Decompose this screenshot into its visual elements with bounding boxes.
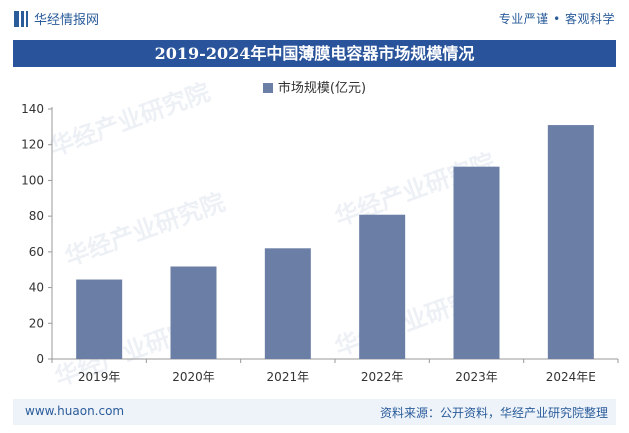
y-tick-label: 0 <box>36 352 44 366</box>
x-tick-label: 2021年 <box>267 370 310 384</box>
logo-text: 华经情报网 <box>34 13 100 28</box>
y-tick-label: 120 <box>21 138 44 152</box>
y-tick-label: 60 <box>29 245 44 259</box>
website-link[interactable]: www.huaon.com <box>25 404 125 418</box>
x-tick-label: 2024年E <box>546 370 596 384</box>
x-tick-label: 2020年 <box>172 370 215 384</box>
legend: 市场规模(亿元) <box>0 77 629 96</box>
y-tick-label: 40 <box>29 281 44 295</box>
bar <box>170 266 217 359</box>
y-tick-label: 20 <box>29 316 44 330</box>
bar <box>547 125 594 359</box>
tagline: 专业严谨 • 客观科学 <box>498 12 615 26</box>
chart-title: 2019-2024年中国薄膜电容器市场规模情况 <box>13 40 616 67</box>
source-note: 资料来源：公开资料，华经产业研究院整理 <box>379 406 608 420</box>
y-tick-label: 140 <box>21 102 44 116</box>
legend-label: 市场规模(亿元) <box>277 81 367 96</box>
x-tick-label: 2022年 <box>361 370 404 384</box>
x-tick-label: 2023年 <box>455 370 498 384</box>
bar <box>264 248 311 359</box>
bar <box>76 279 123 359</box>
logo-icon <box>14 10 28 27</box>
bar <box>453 166 500 359</box>
logo[interactable]: 华经情报网 <box>14 9 99 28</box>
x-tick-label: 2019年 <box>78 370 121 384</box>
legend-swatch <box>262 83 273 93</box>
header: 华经情报网 专业严谨 • 客观科学 <box>0 0 629 38</box>
y-tick-label: 80 <box>29 209 44 223</box>
footer: www.huaon.com 资料来源：公开资料，华经产业研究院整理 <box>13 399 616 425</box>
bar <box>359 214 406 359</box>
y-tick-label: 100 <box>21 173 44 187</box>
